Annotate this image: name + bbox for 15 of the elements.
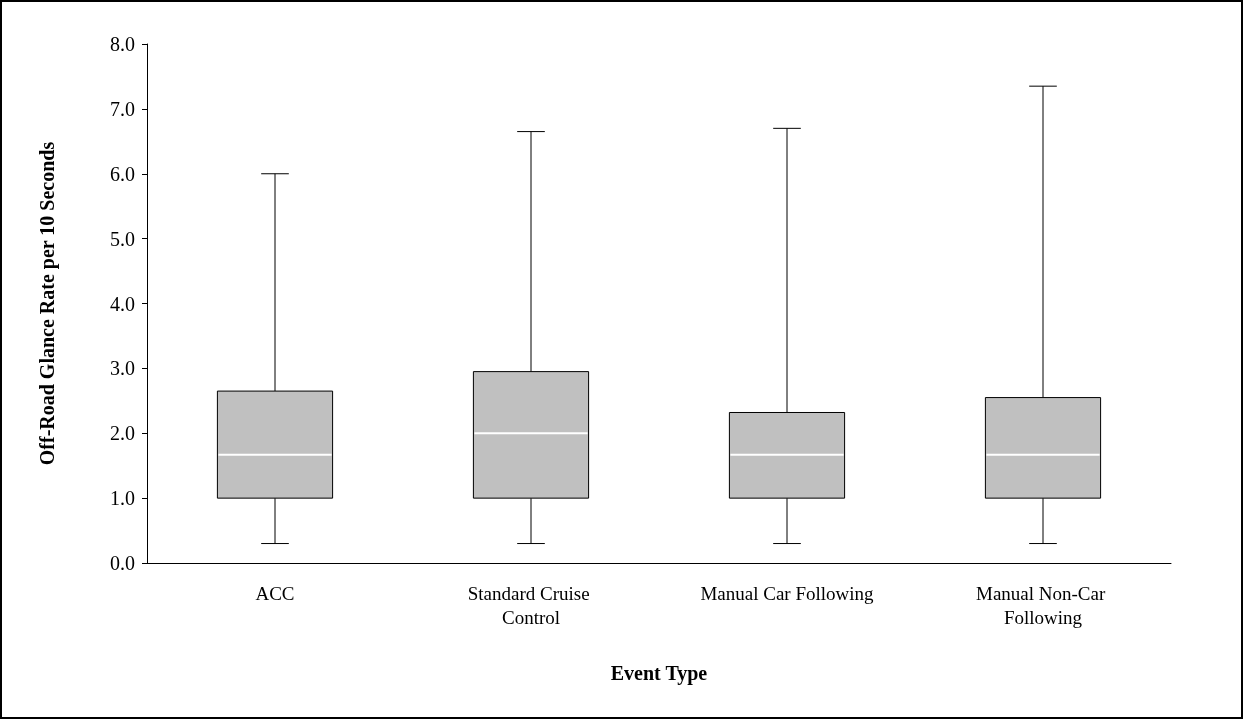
x-tick-label: ACC [255,582,295,604]
x-axis-title: Event Type [610,662,708,685]
y-tick-label: 5.0 [110,227,135,250]
y-tick-label: 8.0 [110,33,135,55]
y-tick-label: 7.0 [110,97,135,120]
x-tick-label: Standard Cruise Control [467,582,595,628]
y-tick-label: 6.0 [110,162,135,185]
y-tick-label: 3.0 [110,357,135,380]
y-tick-label: 1.0 [110,487,135,510]
x-tick-label: Manual Non-Car Following [975,582,1111,628]
y-tick-label: 4.0 [110,292,135,315]
y-tick-label: 2.0 [110,422,135,445]
x-tick-label: Manual Car Following [700,582,875,604]
y-tick-label: 0.0 [110,552,135,574]
y-axis-title: Off-Road Glance Rate per 10 Seconds [36,141,59,466]
